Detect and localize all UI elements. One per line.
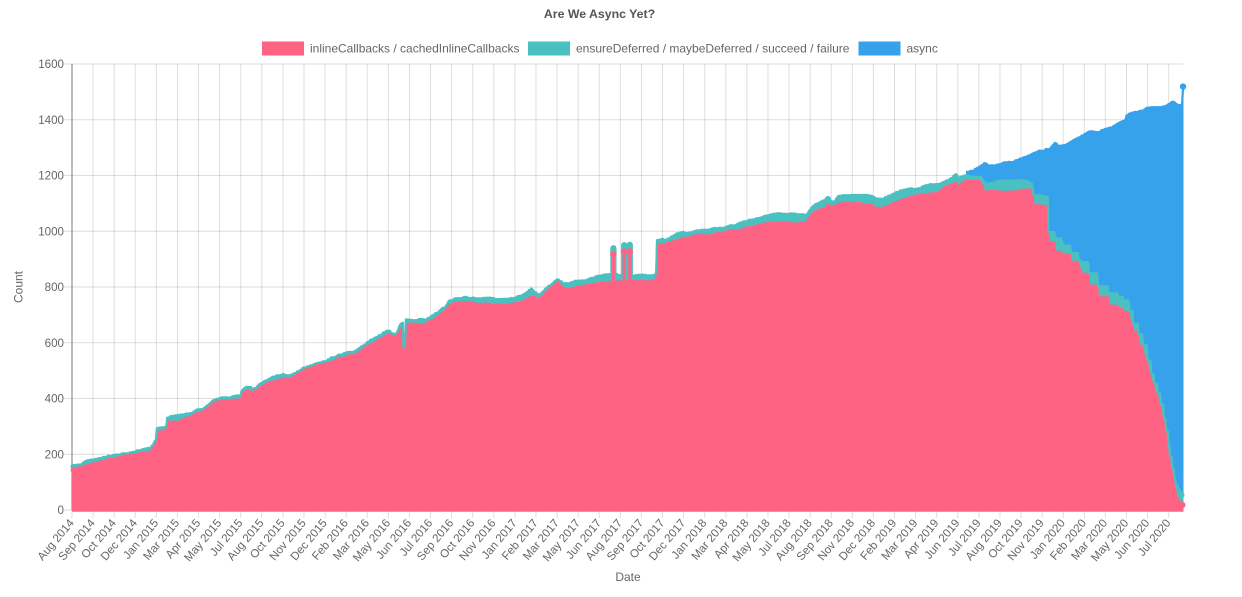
svg-text:0: 0 [58, 504, 64, 517]
svg-text:600: 600 [45, 337, 64, 350]
svg-text:async: async [907, 42, 938, 56]
svg-text:200: 200 [45, 448, 64, 461]
svg-text:Date: Date [615, 570, 641, 584]
svg-text:ensureDeferred / maybeDeferred: ensureDeferred / maybeDeferred / succeed… [576, 42, 850, 56]
svg-text:400: 400 [45, 393, 64, 406]
svg-text:1400: 1400 [38, 114, 64, 127]
svg-text:Are We Async Yet?: Are We Async Yet? [544, 7, 655, 21]
svg-text:1600: 1600 [38, 58, 64, 71]
svg-text:1200: 1200 [38, 170, 64, 183]
svg-text:800: 800 [45, 281, 64, 294]
svg-text:inlineCallbacks / cachedInline: inlineCallbacks / cachedInlineCallbacks [310, 42, 519, 56]
svg-text:Count: Count [12, 270, 26, 303]
svg-text:1000: 1000 [38, 225, 64, 238]
